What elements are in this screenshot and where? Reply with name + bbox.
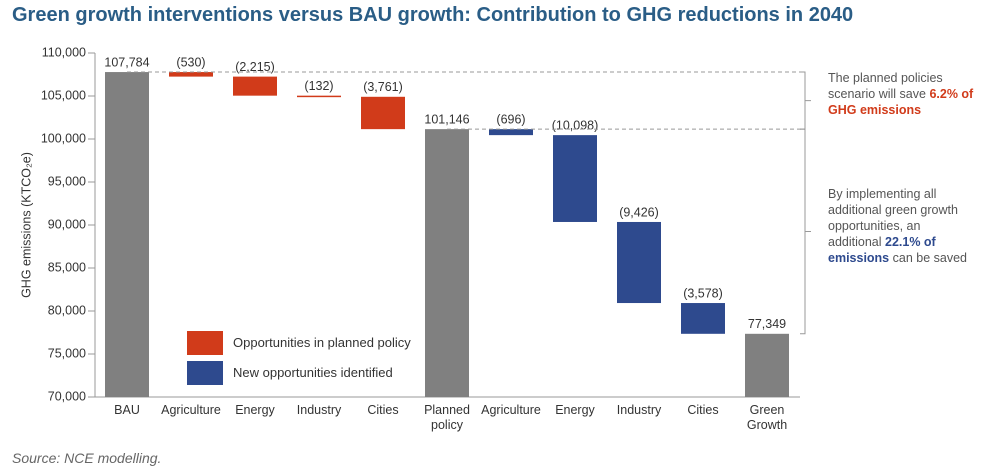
annotation-text: 22.1% of emissions bbox=[828, 235, 936, 265]
y-axis-label: GHG emissions (KTCO₂e) bbox=[19, 152, 33, 298]
bar bbox=[553, 135, 597, 222]
bar bbox=[233, 76, 277, 96]
value-label: 107,784 bbox=[104, 55, 149, 69]
value-label: (3,578) bbox=[683, 286, 723, 300]
bar bbox=[617, 221, 661, 304]
bar bbox=[169, 72, 213, 77]
value-label: (3,761) bbox=[363, 80, 403, 94]
bracket bbox=[800, 128, 811, 335]
value-label: (2,215) bbox=[235, 60, 275, 74]
y-tick-label: 70,000 bbox=[48, 389, 86, 403]
y-tick-label: 105,000 bbox=[41, 88, 86, 102]
x-tick-label: Industry bbox=[616, 403, 662, 417]
x-tick-label: Agriculture bbox=[161, 403, 221, 417]
x-tick-label: Planned policy bbox=[424, 403, 470, 432]
bar bbox=[489, 129, 533, 136]
x-tick-label: Agriculture bbox=[481, 403, 541, 417]
x-tick-label: Cities bbox=[367, 403, 399, 417]
bar bbox=[361, 96, 405, 130]
y-tick-label: 85,000 bbox=[48, 260, 86, 274]
annotation-text: By implementing all additional green gro… bbox=[828, 187, 958, 249]
y-tick-label: 75,000 bbox=[48, 346, 86, 360]
bar bbox=[681, 303, 725, 334]
bar bbox=[297, 95, 341, 98]
y-tick-label: 80,000 bbox=[48, 303, 86, 317]
bar bbox=[105, 72, 149, 397]
annotation-text: can be saved bbox=[889, 251, 967, 265]
x-tick-label: Energy bbox=[555, 403, 595, 417]
x-tick-label: Green Growth bbox=[746, 403, 788, 432]
value-label: (132) bbox=[304, 79, 333, 93]
annotation-text: The planned policies scenario will save bbox=[828, 71, 943, 101]
bracket bbox=[800, 71, 811, 130]
y-tick-label: 90,000 bbox=[48, 217, 86, 231]
x-tick-label: Industry bbox=[296, 403, 342, 417]
value-label: 77,349 bbox=[748, 317, 786, 331]
annotation-text: 6.2% of GHG emissions bbox=[828, 87, 974, 117]
value-label: (9,426) bbox=[619, 205, 659, 219]
bar bbox=[425, 129, 469, 397]
x-tick-label: Energy bbox=[235, 403, 275, 417]
annotation: The planned policies scenario will save … bbox=[828, 70, 974, 118]
chart-title: Green growth interventions versus BAU gr… bbox=[12, 4, 854, 26]
value-label: (696) bbox=[496, 112, 525, 126]
y-tick-label: 110,000 bbox=[42, 45, 86, 59]
legend-swatch bbox=[187, 331, 223, 355]
legend-label: Opportunities in planned policy bbox=[233, 335, 411, 350]
value-label: (10,098) bbox=[552, 118, 599, 132]
y-tick-label: 95,000 bbox=[48, 174, 86, 188]
value-label: (530) bbox=[176, 55, 205, 69]
legend-label: New opportunities identified bbox=[233, 365, 393, 380]
annotation: By implementing all additional green gro… bbox=[828, 186, 974, 266]
x-tick-label: Cities bbox=[687, 403, 719, 417]
bar bbox=[745, 333, 789, 397]
value-label: 101,146 bbox=[424, 112, 469, 126]
y-tick-label: 100,000 bbox=[41, 131, 86, 145]
source: Source: NCE modelling. bbox=[12, 450, 162, 466]
x-tick-label: BAU bbox=[114, 403, 140, 417]
legend-swatch bbox=[187, 361, 223, 385]
